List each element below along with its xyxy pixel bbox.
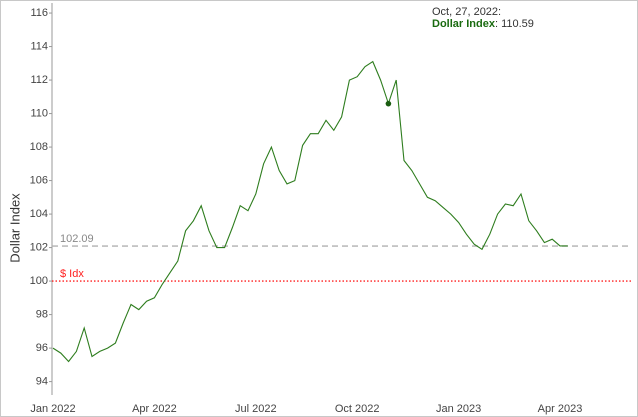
y-tick-label: 114	[30, 40, 48, 52]
y-axis-label: Dollar Index	[7, 193, 22, 263]
series-line	[52, 60, 568, 363]
y-tick-label: 112	[30, 74, 48, 86]
reference-label: $ Idx	[60, 268, 84, 280]
tooltip-date: Oct, 27, 2022:	[432, 6, 501, 18]
y-tick-label: 116	[30, 7, 48, 19]
tooltip-number: : 110.59	[495, 18, 534, 30]
y-tick-label: 100	[30, 275, 48, 287]
reference-label: 102.09	[60, 233, 94, 245]
x-tick-label: Jul 2022	[235, 403, 277, 415]
x-tick-label: Apr 2022	[132, 403, 177, 415]
y-tick-label: 104	[30, 208, 48, 220]
tooltip-marker	[385, 100, 392, 107]
y-tick-label: 94	[36, 376, 48, 388]
y-tick-label: 96	[36, 342, 48, 354]
y-tick-label: 98	[36, 308, 48, 320]
tooltip-series: Dollar Index	[432, 18, 496, 30]
y-tick-label: 102	[30, 241, 48, 253]
x-tick-label: Jan 2022	[30, 403, 75, 415]
y-tick-label: 110	[30, 107, 48, 119]
x-tick-label: Jan 2023	[436, 403, 481, 415]
y-tick-label: 108	[30, 141, 48, 153]
x-tick-label: Oct 2022	[335, 403, 380, 415]
x-tick-label: Apr 2023	[538, 403, 583, 415]
tooltip-value: Dollar Index: 110.59	[432, 18, 534, 30]
y-tick-label: 106	[30, 174, 48, 186]
